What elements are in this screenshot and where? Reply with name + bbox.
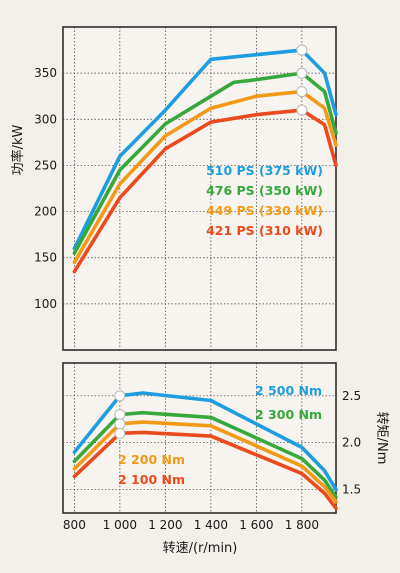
- torque-peak-marker: [114, 390, 126, 402]
- power-y-tick-labels: 100 150 200 250 300 350: [34, 66, 57, 311]
- torque-legend-entry: 2 500 Nm: [255, 383, 322, 398]
- rpm-x-tick-label: 1 200: [148, 518, 182, 532]
- torque-chart: 2 500 Nm 2 300 Nm 2 200 Nm 2 100 Nm 1.5 2.0 2…: [62, 362, 389, 556]
- power-peak-markers: [296, 44, 308, 116]
- power-series-lines: [72, 48, 338, 274]
- torque-peak-markers: [114, 390, 126, 439]
- torque-plot-frame: [62, 362, 337, 514]
- power-peak-marker: [296, 44, 308, 56]
- power-peak-marker: [296, 104, 308, 116]
- torque-legend: 2 500 Nm 2 300 Nm 2 200 Nm 2 100 Nm: [118, 383, 322, 487]
- power-series-line: [72, 108, 338, 274]
- power-y-tick-label: 300: [34, 112, 57, 126]
- power-y-tick-label: 100: [34, 297, 57, 311]
- rpm-x-tick-label: 800: [63, 518, 86, 532]
- torque-peak-marker: [114, 427, 126, 439]
- torque-legend-entry: 2 200 Nm: [118, 452, 185, 467]
- power-chart: 100 150 200 250 300 350 功率/kW 510 PS (375 kW)…: [10, 26, 338, 351]
- power-legend-entry: 476 PS (350 kW): [206, 183, 323, 198]
- torque-legend-entry: 2 300 Nm: [255, 407, 322, 422]
- power-y-tick-label: 350: [34, 66, 57, 80]
- power-peak-marker: [296, 86, 308, 98]
- torque-peak-marker: [114, 409, 126, 421]
- power-y-axis-label: 功率/kW: [10, 124, 26, 175]
- torque-y-tick-label: 2.5: [342, 389, 361, 403]
- rpm-x-tick-labels: 800 1 000 1 200 1 400 1 600 1 800: [63, 518, 319, 532]
- rpm-x-tick-label: 1 800: [285, 518, 319, 532]
- torque-y-axis-label: 转矩/Nm: [374, 412, 389, 465]
- power-y-tick-label: 200: [34, 205, 57, 219]
- torque-peak-marker: [114, 418, 126, 430]
- power-legend-entry: 421 PS (310 kW): [206, 223, 323, 238]
- torque-y-tick-label: 2.0: [342, 436, 361, 450]
- rpm-x-axis-label: 转速/(r/min): [163, 541, 238, 556]
- power-series-line: [72, 48, 338, 251]
- torque-legend-entry: 2 100 Nm: [118, 472, 185, 487]
- power-series-line: [72, 89, 338, 265]
- power-y-tick-label: 250: [34, 158, 57, 172]
- rpm-x-tick-label: 1 000: [103, 518, 137, 532]
- power-legend-entry: 449 PS (330 kW): [206, 203, 323, 218]
- power-peak-marker: [296, 67, 308, 79]
- torque-y-tick-labels: 1.5 2.0 2.5: [342, 389, 361, 497]
- rpm-x-tick-label: 1 400: [194, 518, 228, 532]
- torque-y-tick-label: 1.5: [342, 483, 361, 497]
- power-legend: 510 PS (375 kW) 476 PS (350 kW) 449 PS (33…: [206, 163, 323, 238]
- power-legend-entry: 510 PS (375 kW): [206, 163, 323, 178]
- rpm-x-tick-label: 1 600: [239, 518, 273, 532]
- power-series-line: [72, 71, 338, 255]
- power-y-tick-label: 150: [34, 251, 57, 265]
